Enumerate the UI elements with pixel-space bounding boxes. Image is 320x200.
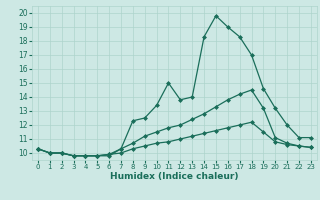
X-axis label: Humidex (Indice chaleur): Humidex (Indice chaleur) bbox=[110, 172, 239, 181]
